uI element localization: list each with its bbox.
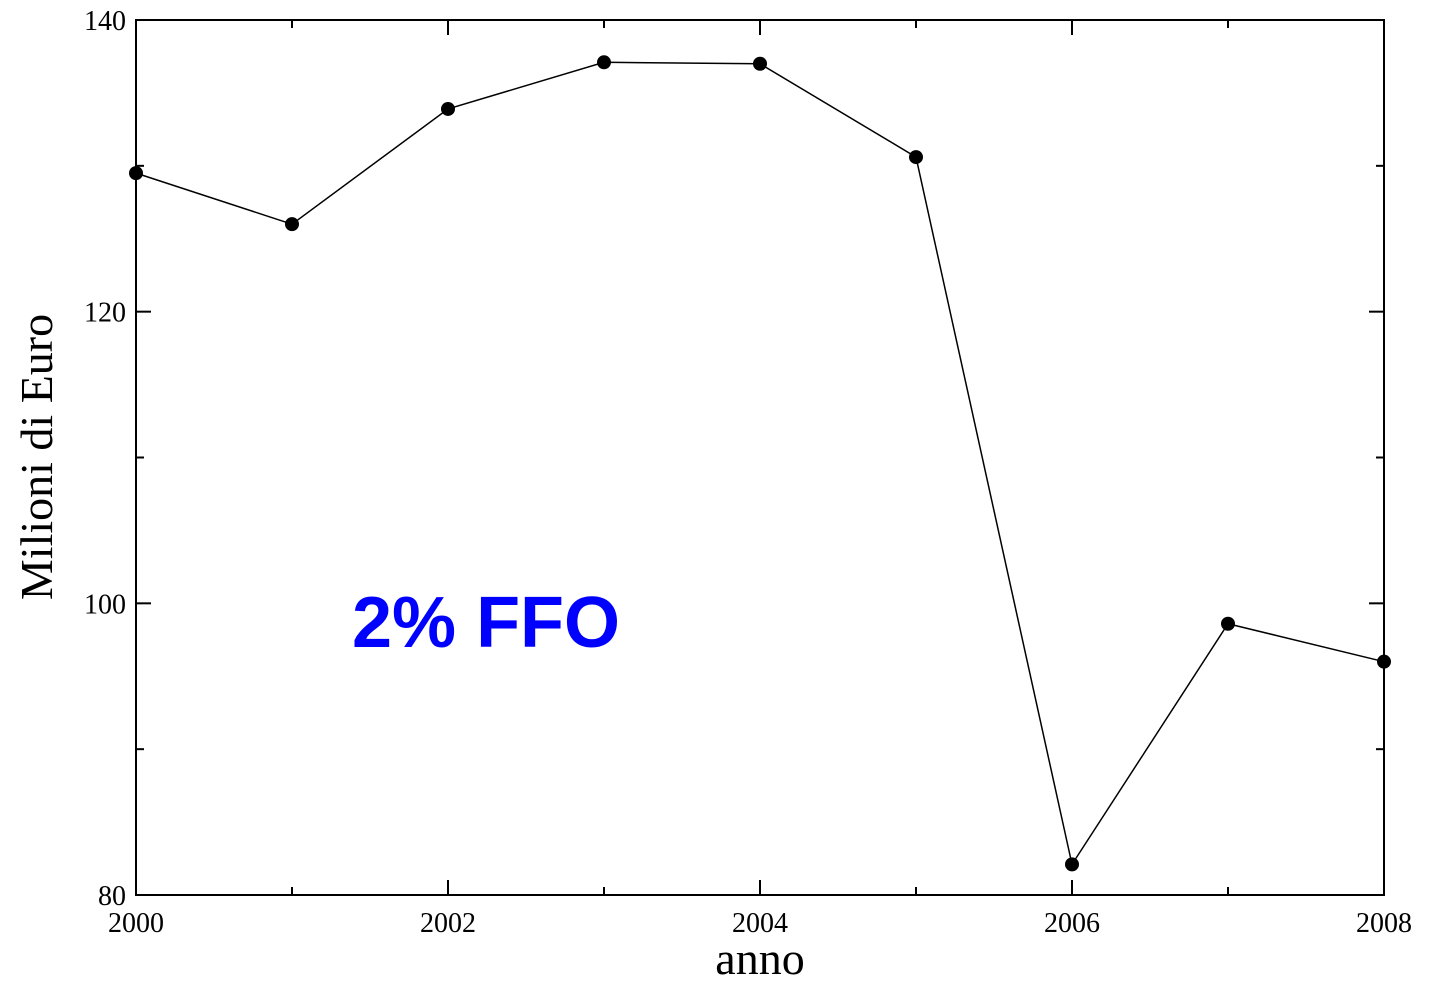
data-point [1065, 857, 1079, 872]
y-tick-label: 80 [98, 881, 126, 912]
y-axis-title: Milioni di Euro [11, 314, 62, 600]
x-axis-title: anno [715, 933, 804, 984]
y-tick-label: 100 [84, 589, 126, 620]
data-point [1377, 654, 1391, 669]
tick-labels: 2000 2002 2004 2006 2008 80 100 120 140 [84, 6, 1412, 939]
data-point [753, 56, 767, 71]
data-markers [129, 55, 1391, 872]
series-line [135, 61, 1385, 867]
data-point [909, 150, 923, 165]
data-point [441, 101, 455, 116]
axis-ticks [135, 19, 1385, 896]
data-point [1221, 616, 1235, 631]
y-tick-label: 140 [84, 6, 126, 37]
chart-annotation: 2% FFO [352, 583, 620, 663]
data-point [285, 217, 299, 232]
x-tick-label: 2000 [108, 908, 164, 939]
y-tick-label: 120 [84, 298, 126, 329]
x-tick-label: 2006 [1044, 908, 1100, 939]
plot-frame [135, 19, 1385, 896]
x-tick-label: 2004 [732, 908, 788, 939]
x-tick-label: 2008 [1356, 908, 1412, 939]
x-tick-label: 2002 [420, 908, 476, 939]
data-point [597, 55, 611, 70]
data-point [129, 166, 143, 181]
